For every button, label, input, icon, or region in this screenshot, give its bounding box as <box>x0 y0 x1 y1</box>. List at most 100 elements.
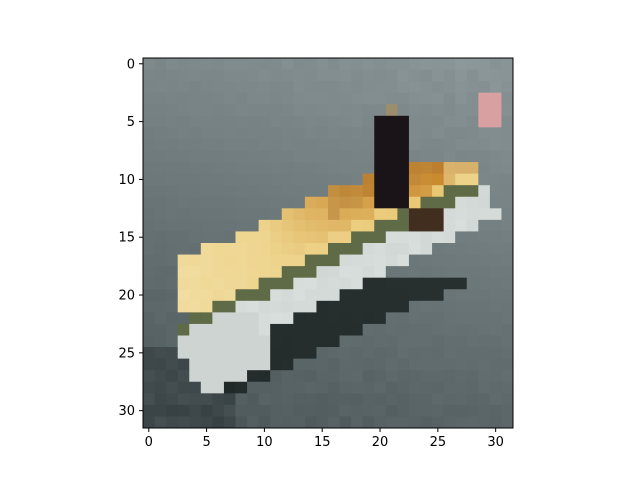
x-tick-label: 25 <box>430 435 447 450</box>
pixel-22-15 <box>316 312 329 325</box>
pixel-18-29 <box>478 266 491 279</box>
pixel-8-17 <box>339 150 352 163</box>
pixel-25-9 <box>247 347 260 360</box>
pixel-18-5 <box>200 266 213 279</box>
pixel-19-17 <box>339 277 352 290</box>
pixel-15-12 <box>281 231 294 244</box>
pixel-10-8 <box>235 173 248 186</box>
pixel-31-27 <box>455 416 468 429</box>
pixel-23-6 <box>212 323 225 336</box>
pixel-25-6 <box>212 347 225 360</box>
pixel-25-12 <box>281 347 294 360</box>
pixel-22-6 <box>212 312 225 325</box>
pixel-7-16 <box>328 138 340 151</box>
pixel-10-14 <box>304 173 317 186</box>
pixel-0-10 <box>258 58 271 70</box>
pixel-30-11 <box>270 404 283 417</box>
pixel-12-14 <box>304 196 317 209</box>
pixel-4-29 <box>478 104 491 117</box>
pixel-6-15 <box>316 127 329 140</box>
pixel-3-14 <box>304 92 317 105</box>
pixel-28-9 <box>247 381 260 394</box>
pixel-11-5 <box>200 185 213 198</box>
pixel-31-29 <box>478 416 491 429</box>
pixel-24-30 <box>489 335 502 348</box>
pixel-3-8 <box>235 92 248 105</box>
pixel-16-29 <box>478 243 491 255</box>
pixel-4-28 <box>466 104 479 117</box>
pixel-21-24 <box>420 300 433 313</box>
pixel-4-18 <box>351 104 364 117</box>
x-tick-label: 20 <box>372 435 389 450</box>
pixel-10-19 <box>362 173 375 186</box>
pixel-23-20 <box>374 323 387 336</box>
pixel-18-31 <box>501 266 514 279</box>
pixel-8-14 <box>304 150 317 163</box>
pixel-26-12 <box>281 358 294 371</box>
pixel-10-5 <box>200 173 213 186</box>
pixel-8-0 <box>143 150 155 163</box>
pixel-2-25 <box>432 81 445 94</box>
pixel-13-24 <box>420 208 433 221</box>
pixel-6-11 <box>270 127 283 140</box>
pixel-10-29 <box>478 173 491 186</box>
pixel-13-1 <box>154 208 167 221</box>
pixel-6-2 <box>166 127 179 140</box>
pixel-3-25 <box>432 92 445 105</box>
pixel-26-8 <box>235 358 248 371</box>
pixel-18-21 <box>385 266 398 279</box>
pixel-17-12 <box>281 254 294 267</box>
pixel-29-16 <box>328 393 340 406</box>
pixel-16-22 <box>397 243 410 255</box>
pixel-22-5 <box>200 312 213 325</box>
pixel-17-11 <box>270 254 283 267</box>
pixel-27-17 <box>339 370 352 383</box>
pixel-8-30 <box>489 150 502 163</box>
pixel-12-27 <box>455 196 468 209</box>
pixel-12-30 <box>489 196 502 209</box>
pixel-16-6 <box>212 243 225 255</box>
pixel-2-4 <box>189 81 202 94</box>
pixel-6-12 <box>281 127 294 140</box>
pixel-7-23 <box>408 138 421 151</box>
pixel-15-23 <box>408 231 421 244</box>
pixel-24-15 <box>316 335 329 348</box>
pixel-30-17 <box>339 404 352 417</box>
pixel-15-5 <box>200 231 213 244</box>
pixel-8-22 <box>397 150 410 163</box>
pixel-25-13 <box>293 347 306 360</box>
pixel-15-1 <box>154 231 167 244</box>
pixel-0-25 <box>432 58 445 70</box>
pixel-0-29 <box>478 58 491 70</box>
pixel-4-23 <box>408 104 421 117</box>
pixel-18-6 <box>212 266 225 279</box>
pixel-12-18 <box>351 196 364 209</box>
pixel-15-16 <box>328 231 340 244</box>
pixel-13-25 <box>432 208 445 221</box>
pixel-7-10 <box>258 138 271 151</box>
pixel-4-16 <box>328 104 340 117</box>
pixel-5-14 <box>304 115 317 128</box>
pixel-21-15 <box>316 300 329 313</box>
pixel-10-28 <box>466 173 479 186</box>
pixel-26-19 <box>362 358 375 371</box>
pixel-25-10 <box>258 347 271 360</box>
pixel-22-7 <box>223 312 236 325</box>
pixel-20-23 <box>408 289 421 302</box>
pixel-9-11 <box>270 162 283 175</box>
pixel-8-20 <box>374 150 387 163</box>
pixel-31-28 <box>466 416 479 429</box>
pixel-22-17 <box>339 312 352 325</box>
pixel-31-19 <box>362 416 375 429</box>
pixel-21-4 <box>189 300 202 313</box>
pixel-13-13 <box>293 208 306 221</box>
pixel-5-21 <box>385 115 398 128</box>
pixel-4-26 <box>443 104 456 117</box>
pixel-17-17 <box>339 254 352 267</box>
pixel-0-8 <box>235 58 248 70</box>
pixel-8-5 <box>200 150 213 163</box>
pixel-22-0 <box>143 312 155 325</box>
pixel-30-8 <box>235 404 248 417</box>
pixel-23-19 <box>362 323 375 336</box>
pixel-2-14 <box>304 81 317 94</box>
